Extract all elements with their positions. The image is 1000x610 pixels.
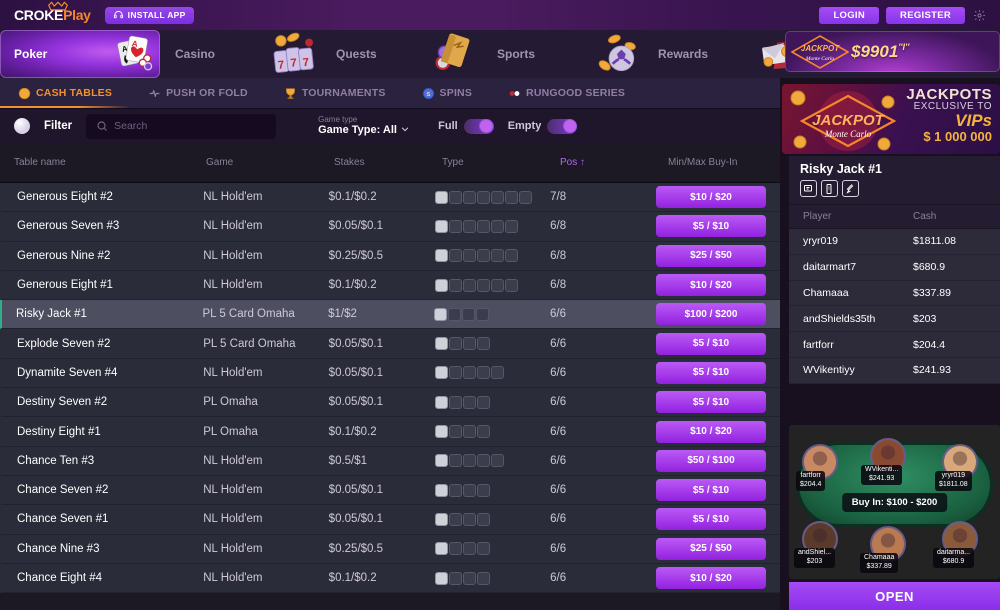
svg-text:7: 7 (290, 57, 298, 70)
svg-text:Monte Carlo: Monte Carlo (805, 56, 835, 62)
svg-text:JACKPOT: JACKPOT (812, 112, 886, 129)
svg-text:S: S (426, 91, 430, 97)
svg-text:7: 7 (277, 59, 285, 72)
svg-text:Monte Carlo: Monte Carlo (824, 129, 872, 139)
svg-text:7: 7 (302, 57, 310, 70)
svg-text:JACKPOT: JACKPOT (801, 44, 840, 53)
